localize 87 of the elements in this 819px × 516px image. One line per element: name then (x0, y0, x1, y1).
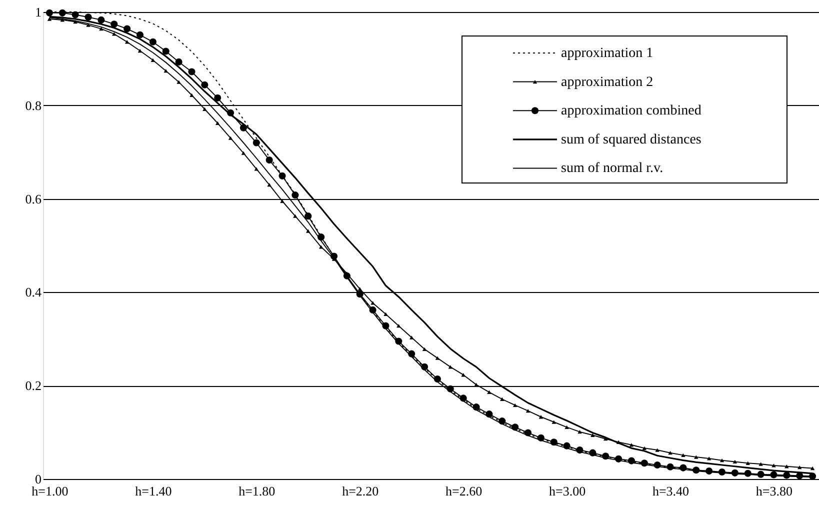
y-tick-label: 0.8 (25, 98, 42, 113)
point (124, 40, 130, 44)
point (384, 312, 388, 316)
point (512, 403, 518, 408)
point (668, 451, 672, 455)
y-tick-label: 0.6 (25, 191, 42, 206)
legend-label: approximation 2 (561, 74, 654, 90)
point (396, 324, 401, 328)
point (306, 229, 310, 233)
legend-label: sum of squared distances (561, 132, 702, 148)
point (201, 81, 208, 88)
point (681, 453, 686, 458)
point (732, 460, 738, 464)
point (60, 18, 65, 22)
y-tick-label: 1 (35, 4, 42, 20)
point (136, 31, 144, 38)
point (124, 25, 131, 32)
point (526, 408, 530, 413)
point (810, 466, 815, 470)
point (293, 214, 298, 218)
point (188, 68, 196, 76)
point (758, 462, 763, 466)
point (720, 458, 724, 462)
y-tick-label: 0.4 (25, 284, 42, 300)
point (358, 287, 362, 291)
point (190, 93, 194, 97)
point (578, 430, 582, 434)
x-tick-label: h=1.40 (135, 484, 172, 498)
point (72, 11, 79, 18)
point (370, 301, 375, 305)
point (58, 9, 66, 16)
point (228, 136, 233, 140)
point (164, 69, 168, 73)
point (797, 465, 802, 470)
y-tick-label: 0.2 (25, 378, 42, 394)
point (175, 58, 182, 66)
point (461, 373, 466, 377)
point (112, 32, 116, 36)
point (409, 336, 414, 340)
point (241, 151, 246, 155)
point (84, 14, 92, 21)
x-tick-label: h=3.00 (549, 484, 586, 498)
point (266, 156, 273, 164)
point (110, 20, 118, 28)
point (98, 16, 105, 24)
point (99, 26, 104, 31)
point (47, 17, 52, 21)
point (590, 433, 595, 437)
point (214, 94, 222, 102)
point (655, 448, 660, 452)
legend-label: sum of normal r.v. (561, 161, 664, 176)
x-tick-label: h=1.00 (32, 484, 68, 498)
point (642, 446, 647, 450)
x-tick-label: h=3.40 (652, 484, 690, 498)
point (772, 464, 776, 468)
point (448, 365, 453, 369)
point (487, 390, 492, 394)
point (435, 356, 440, 360)
legend-label: approximation 1 (561, 46, 654, 61)
point (278, 172, 286, 180)
point (564, 425, 569, 429)
point (150, 58, 156, 62)
point (746, 461, 750, 465)
point (292, 192, 299, 199)
point (176, 80, 181, 84)
point (706, 456, 712, 460)
point (304, 212, 312, 220)
x-tick-label: h=2.20 (342, 484, 379, 498)
legend-label: approximation combined (561, 104, 702, 119)
point (138, 48, 142, 53)
point (46, 9, 54, 16)
point (267, 182, 272, 187)
point (215, 121, 220, 125)
y-tick-label: 0 (35, 472, 42, 486)
point (162, 48, 170, 55)
x-tick-label: h=3.80 (756, 484, 793, 498)
point (422, 347, 427, 352)
point (538, 415, 544, 419)
x-tick-label: h=1.80 (238, 484, 276, 498)
point (552, 420, 556, 424)
point (202, 107, 207, 111)
point (500, 397, 504, 401)
point (694, 455, 698, 459)
point (86, 23, 90, 27)
point (149, 38, 156, 46)
point (252, 139, 260, 146)
x-tick-label: h=2.60 (446, 484, 482, 498)
